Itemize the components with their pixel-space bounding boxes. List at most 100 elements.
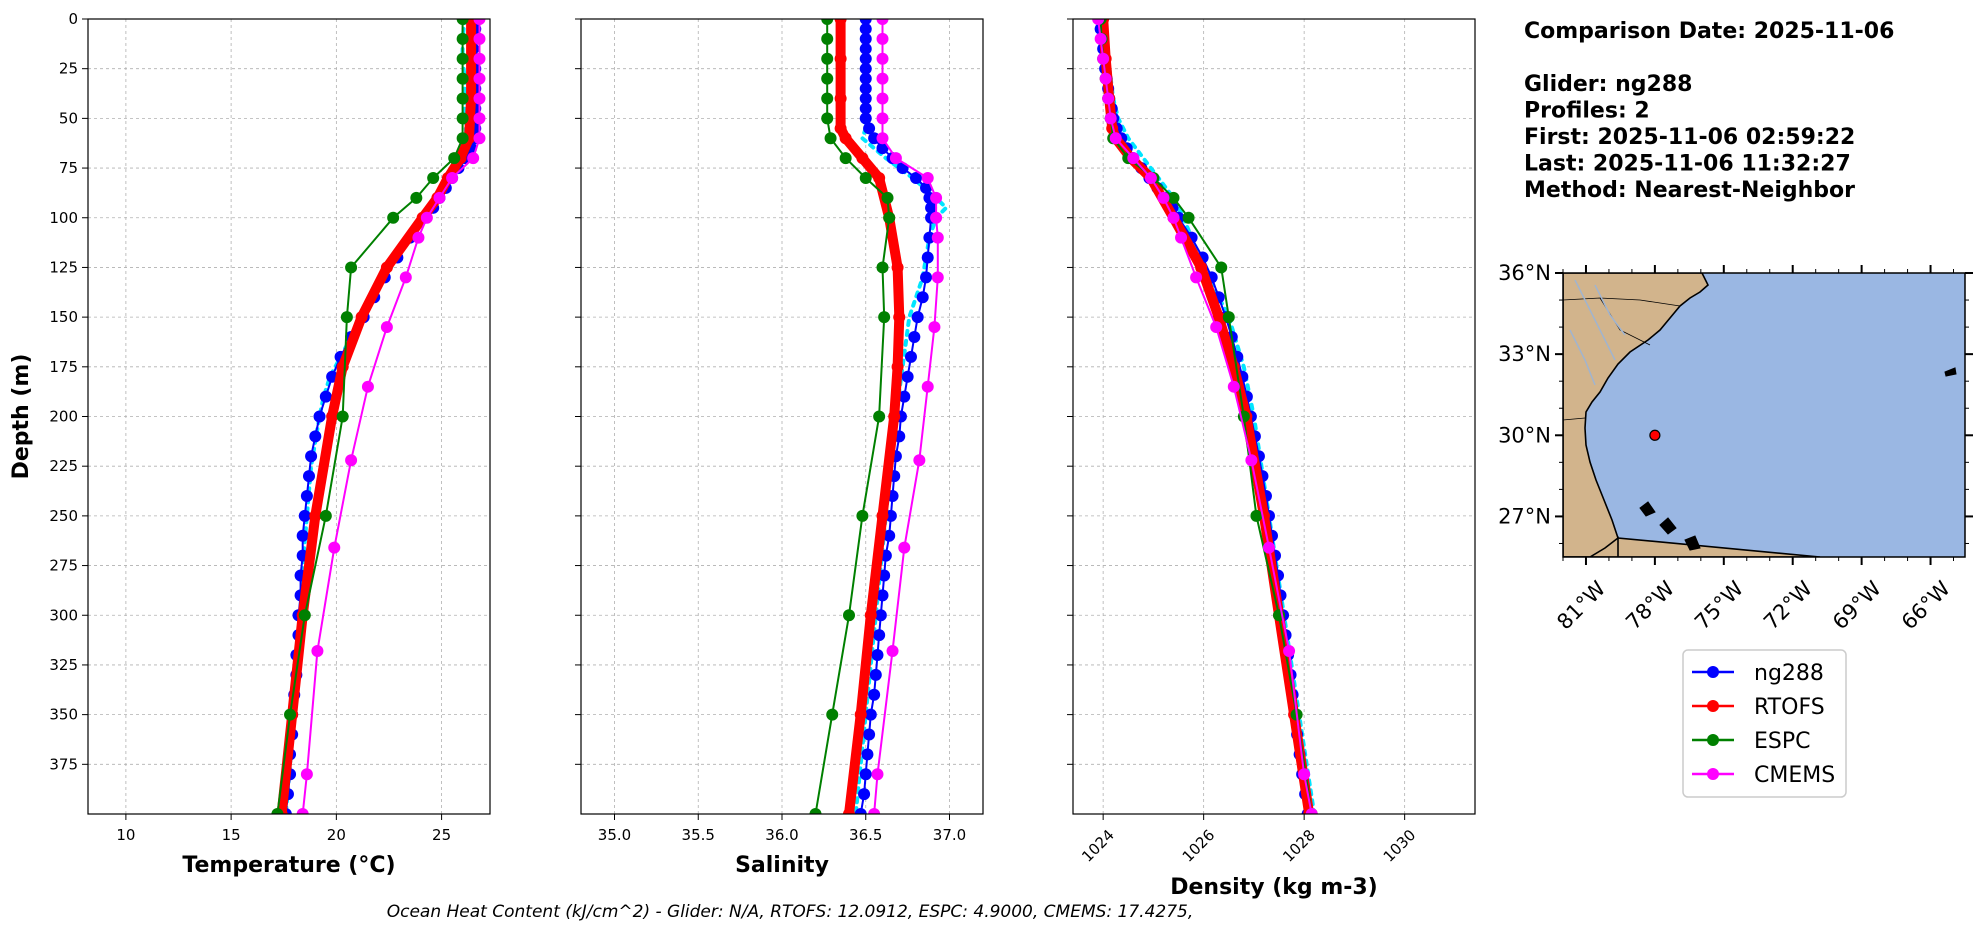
data-point-espc (456, 32, 469, 45)
data-point-rtofs (1195, 261, 1208, 274)
data-point-espc (824, 132, 837, 145)
data-point-cmems (876, 52, 889, 65)
legend: ng288 RTOFS ESPC CMEMS (1682, 649, 1847, 798)
data-point-cmems (473, 112, 486, 125)
data-point-cmems (473, 92, 486, 105)
data-point-espc (821, 32, 834, 45)
data-point-rtofs (856, 152, 869, 165)
data-point-espc (456, 92, 469, 105)
map-lon-label: 69°W (1828, 576, 1886, 634)
glider-location-marker[interactable] (1649, 429, 1661, 441)
data-point-glider (854, 808, 867, 814)
info-line: First: 2025-11-06 02:59:22 (1524, 125, 1855, 150)
data-point-glider (908, 331, 921, 343)
data-point-glider (868, 132, 881, 145)
y-tick-label: 25 (59, 60, 78, 78)
data-point-espc (1222, 311, 1235, 324)
data-point-glider (859, 42, 872, 55)
map-lon-label: 75°W (1690, 576, 1748, 634)
y-tick-label: 200 (49, 408, 78, 426)
data-point-cmems (1190, 271, 1203, 284)
map-lat-label: 36°N (1498, 261, 1551, 285)
data-point-cmems (1109, 132, 1122, 145)
data-point-glider (901, 370, 914, 383)
map-frame (1562, 272, 1966, 558)
temperature-panel: 10 15 20 2502550751001251501752002252502753… (9, 10, 491, 878)
data-point-glider (863, 122, 876, 135)
data-point-espc (821, 19, 834, 25)
data-point-espc (821, 92, 834, 105)
data-point-glider (920, 181, 933, 194)
series-group (271, 19, 486, 814)
y-tick-label: 375 (49, 755, 78, 773)
data-point-cmems (380, 321, 393, 334)
data-point-cmems (1175, 231, 1188, 244)
data-point-cmems (1127, 152, 1140, 165)
data-point-espc (859, 172, 872, 184)
data-point-rtofs (355, 311, 368, 324)
x-tick-label: 20 (327, 826, 346, 844)
data-point-glider (874, 609, 887, 622)
map-lat-label: 30°N (1498, 423, 1551, 447)
x-tick-label: 1026 (1179, 826, 1219, 866)
map-state-border (1563, 417, 1586, 421)
map-lat-label: 27°N (1498, 504, 1551, 528)
data-point-espc (271, 808, 284, 814)
data-point-rtofs (893, 311, 906, 324)
data-point-cmems (433, 191, 446, 204)
data-point-glider (878, 569, 891, 582)
series-group (1092, 19, 1318, 814)
data-point-espc (336, 410, 349, 423)
data-point-glider (859, 82, 872, 95)
data-point-espc (456, 112, 469, 125)
salinity-panel: 35.0 35.5 36.0 36.5 37.0 Salinity (575, 18, 984, 878)
data-point-rtofs (465, 92, 478, 105)
y-tick-label: 250 (49, 507, 78, 525)
map-lat-label: 33°N (1498, 342, 1551, 366)
data-point-glider (864, 708, 877, 721)
data-point-glider (296, 529, 309, 542)
data-point-cmems (399, 271, 412, 284)
data-point-cmems (1305, 808, 1318, 814)
data-point-rtofs (843, 808, 855, 814)
y-tick-label: 350 (49, 706, 78, 724)
info-line: Profiles: 2 (1524, 99, 1650, 124)
data-point-cmems (473, 132, 486, 145)
data-point-cmems (467, 152, 480, 165)
data-point-glider (869, 668, 882, 681)
data-point-espc (843, 609, 855, 622)
data-point-glider (923, 231, 936, 244)
data-point-espc (387, 211, 400, 224)
legend-marker (1707, 734, 1719, 746)
data-point-espc (410, 191, 423, 204)
y-tick-label: 50 (59, 109, 78, 127)
data-point-cmems (1283, 645, 1296, 658)
data-point-rtofs (465, 52, 478, 65)
data-point-glider (916, 291, 929, 304)
data-point-cmems (1210, 321, 1223, 334)
y-tick-label: 300 (49, 606, 78, 624)
map-state-border (1563, 297, 1681, 307)
info-text-block: Comparison Date: 2025-11-06 Glider: ng288… (1524, 19, 1894, 203)
data-point-glider (859, 768, 872, 781)
data-point-cmems (473, 52, 486, 65)
data-point-cmems (930, 191, 943, 204)
data-point-cmems (871, 768, 884, 781)
data-point-cmems (921, 380, 934, 393)
data-point-cmems (1157, 191, 1170, 204)
map-lon-label: 81°W (1552, 576, 1610, 634)
series-group (809, 19, 949, 814)
info-line: Last: 2025-11-06 11:32:27 (1524, 152, 1851, 177)
map-river (1569, 329, 1596, 386)
x-axis-label: Temperature (°C) (182, 853, 395, 878)
data-point-cmems (345, 454, 358, 467)
data-point-cmems (300, 768, 313, 781)
data-point-espc (427, 172, 440, 184)
data-point-cmems (930, 211, 943, 224)
location-map: 81°W 78°W 75°W 72°W 69°W 66°W 36°N 33°N 30°N 27°N (1498, 261, 1973, 634)
map-river (1574, 279, 1616, 361)
legend-marker (1707, 700, 1719, 712)
data-point-espc (1215, 261, 1228, 274)
y-tick-label: 125 (49, 258, 78, 276)
